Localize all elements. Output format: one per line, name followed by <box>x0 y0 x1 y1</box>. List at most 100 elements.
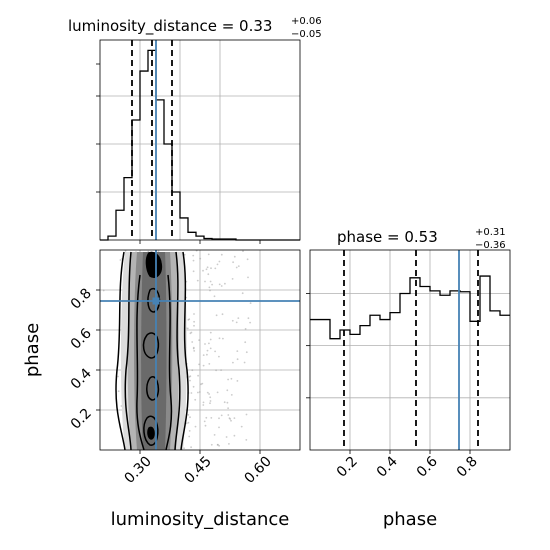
sample-point <box>209 347 212 350</box>
sample-point <box>197 391 199 394</box>
sample-point <box>198 391 201 393</box>
luminosity-distance-median: 0.33 <box>239 17 272 35</box>
sample-point <box>206 353 208 356</box>
x-tick-label: 0.2 <box>334 454 361 481</box>
sample-point <box>187 319 190 321</box>
sample-point <box>207 253 210 256</box>
sample-point <box>124 250 127 252</box>
sample-point <box>214 267 217 270</box>
sample-point <box>210 417 213 419</box>
contour-island-core <box>147 426 155 440</box>
sample-point <box>202 364 205 367</box>
sample-point <box>209 289 211 292</box>
luminosity-distance-title: luminosity_distance = 0.33 <box>68 17 272 36</box>
sample-point <box>215 314 218 317</box>
sample-point <box>202 401 205 404</box>
sample-point <box>246 258 249 261</box>
sample-point <box>209 331 212 334</box>
sample-point <box>227 378 230 381</box>
sample-point <box>236 358 239 361</box>
luminosity-distance-quantile-lines <box>131 40 173 240</box>
sample-point <box>187 414 190 416</box>
sample-point <box>189 332 192 335</box>
sample-point <box>198 339 201 341</box>
luminosity-distance-plot-area <box>100 40 300 240</box>
sample-point <box>235 266 238 269</box>
contour-inner-left <box>136 274 145 450</box>
sample-point <box>192 270 195 273</box>
sample-point <box>200 383 202 386</box>
sample-point <box>216 391 219 394</box>
sample-point <box>209 338 212 341</box>
sample-point <box>183 253 186 256</box>
sample-point <box>188 376 191 378</box>
x-tick-label: 0.30 <box>121 454 154 487</box>
luminosity-distance-panel: luminosity_distance = 0.33 +0.06 −0.05 <box>68 16 322 244</box>
luminosity-distance-ticks <box>96 63 261 244</box>
sample-point <box>220 369 223 371</box>
sample-point <box>231 278 234 280</box>
sample-point <box>209 402 211 405</box>
y-tick-label: 0.4 <box>68 365 95 392</box>
joint-panel: 0.30 0.45 0.60 0.2 0.4 0.6 0.8 luminosity_dis… <box>22 249 301 530</box>
sample-point <box>244 328 247 330</box>
sample-point <box>208 393 211 395</box>
sample-point <box>243 361 246 364</box>
sample-point <box>209 396 212 399</box>
sample-point <box>209 400 212 402</box>
sample-point <box>208 286 211 289</box>
sample-point <box>192 385 195 388</box>
sample-point <box>235 321 238 324</box>
sample-point <box>230 419 232 422</box>
x-tick-label: 0.45 <box>181 454 214 487</box>
sample-point <box>236 350 239 352</box>
joint-ticks <box>96 289 261 454</box>
joint-y-axis-label: phase <box>22 323 43 377</box>
sample-point <box>233 255 236 258</box>
phase-upper-error: +0.31 <box>475 227 506 238</box>
contour-island-5 <box>143 415 159 446</box>
phase-ticks <box>306 293 471 454</box>
sample-point <box>241 292 244 295</box>
sample-point <box>207 273 210 276</box>
sample-point <box>230 377 233 380</box>
sample-point <box>183 447 186 450</box>
sample-point <box>242 250 244 253</box>
sample-point <box>208 342 210 345</box>
sample-point <box>209 280 212 283</box>
sample-point <box>218 283 221 286</box>
sample-point <box>232 261 235 264</box>
sample-point <box>102 289 105 292</box>
sample-point <box>220 253 223 256</box>
phase-title-prefix: phase = <box>337 228 404 246</box>
sample-point <box>117 375 119 378</box>
x-tick-label: 0.8 <box>454 454 481 481</box>
contour-outer-right <box>180 251 189 450</box>
sample-point <box>204 280 206 283</box>
sample-point <box>208 363 211 365</box>
sample-point <box>189 416 191 419</box>
sample-point <box>190 446 193 449</box>
sample-point <box>249 321 252 324</box>
sample-point <box>210 267 212 270</box>
luminosity-distance-grid <box>100 40 300 240</box>
sample-point <box>194 398 197 401</box>
x-tick-label: 0.60 <box>241 454 274 487</box>
sample-point <box>237 265 240 267</box>
sample-point <box>192 347 195 350</box>
sample-point <box>193 320 196 323</box>
joint-truth-marker <box>152 297 160 305</box>
sample-point <box>236 380 239 382</box>
sample-point <box>216 263 219 266</box>
sample-point <box>226 389 229 392</box>
sample-point <box>218 355 220 358</box>
sample-point <box>188 430 191 432</box>
sample-point <box>218 260 221 263</box>
contour-mid-right <box>174 251 181 450</box>
sample-point <box>187 421 190 424</box>
phase-x-axis-label: phase <box>383 509 437 530</box>
sample-point <box>203 420 206 423</box>
sample-point <box>230 394 233 396</box>
sample-point <box>192 254 195 257</box>
sample-point <box>204 343 206 345</box>
